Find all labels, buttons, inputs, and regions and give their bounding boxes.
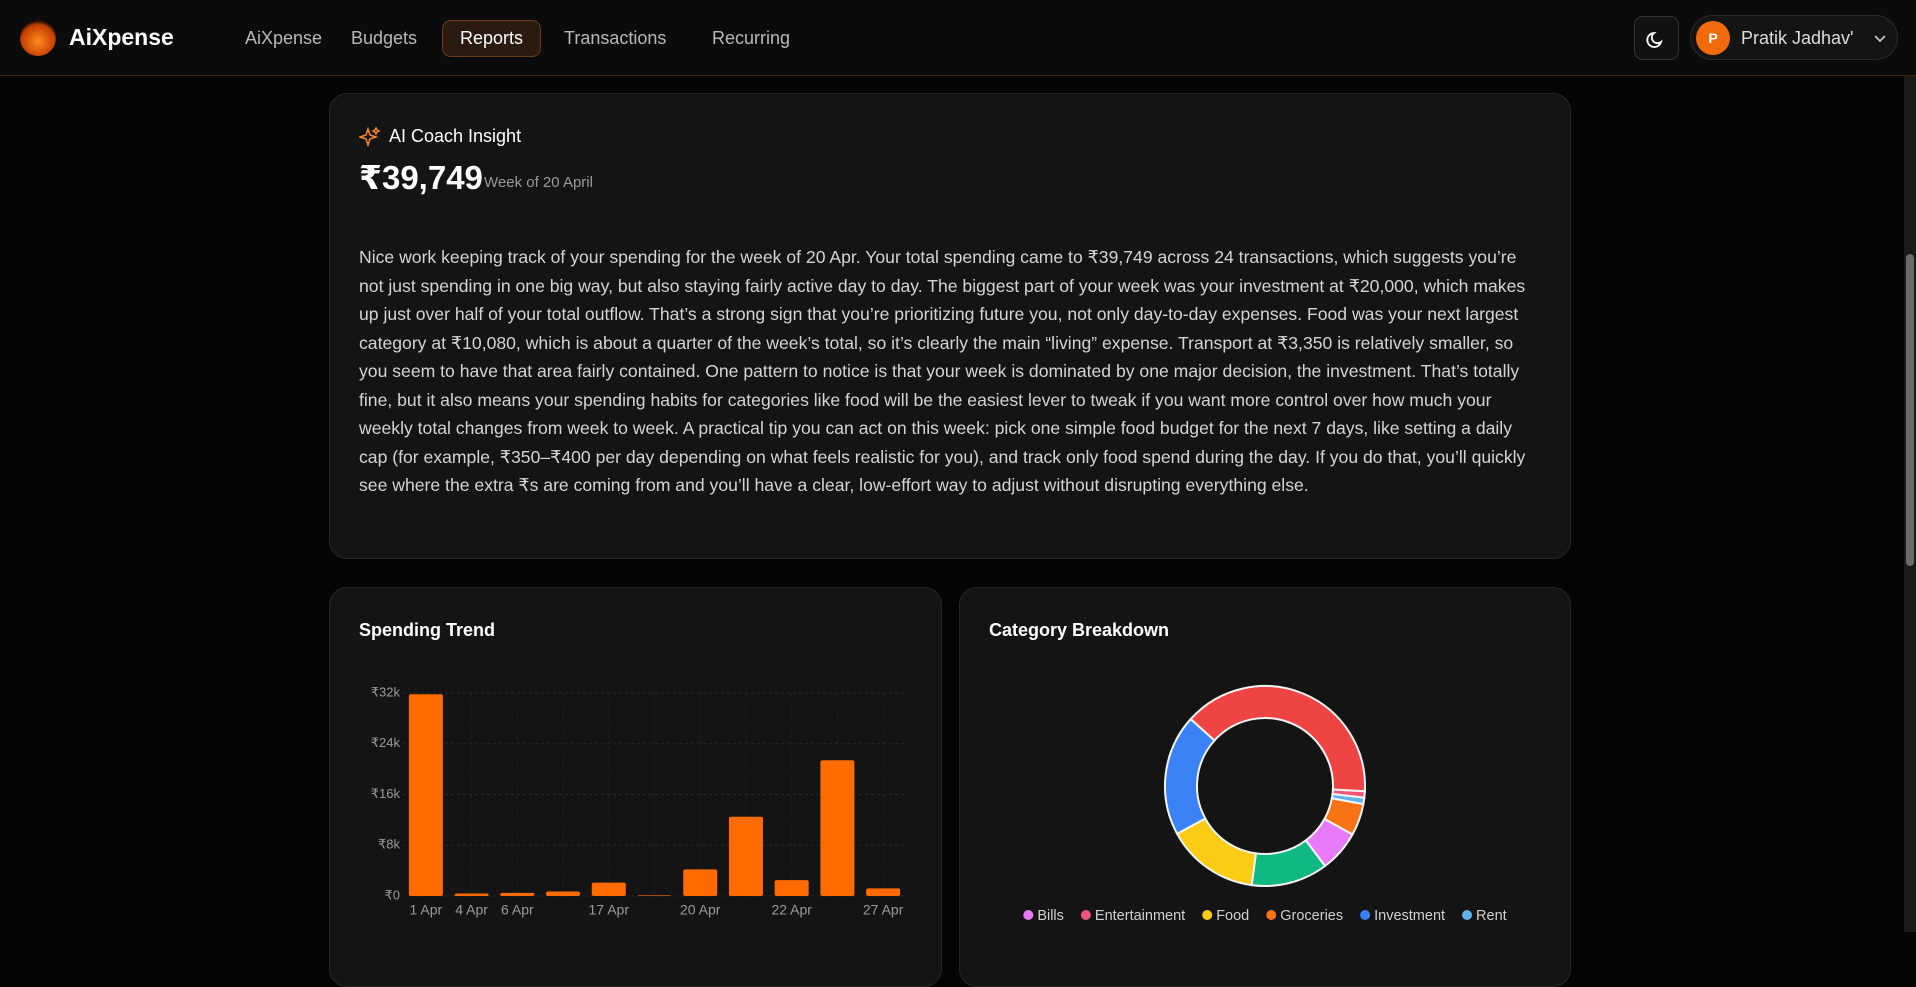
chart-title: Category Breakdown xyxy=(989,620,1170,640)
legend-label: Entertainment xyxy=(1095,908,1185,924)
legend-dot xyxy=(1080,910,1091,920)
charts-layer: ₹0 ₹8k ₹16k ₹24k ₹32k 1 Apr 4 Apr 6 Apr 17 Apr 20… xyxy=(371,684,1507,924)
bar xyxy=(408,694,443,896)
bar xyxy=(774,880,809,896)
chart-card: Category Breakdown xyxy=(959,587,1571,987)
insight-card: AI Coach Insight ₹39,749 Week of 20 Apri… xyxy=(329,93,1571,559)
scroll-thumb[interactable] xyxy=(1906,254,1914,566)
legend-label: Investment xyxy=(1374,908,1445,924)
bar xyxy=(866,888,901,896)
nav-item[interactable]: Transactions xyxy=(564,28,667,48)
legend-label: Groceries xyxy=(1280,908,1343,924)
bar xyxy=(546,891,581,896)
x-tick-label: 22 Apr xyxy=(771,902,812,918)
x-tick-label: 6 Apr xyxy=(501,902,534,918)
avatar: P xyxy=(1696,21,1730,55)
bar xyxy=(454,893,489,896)
legend-dot xyxy=(1266,910,1277,920)
moon-icon xyxy=(1646,31,1663,48)
legend-dot xyxy=(1360,910,1371,920)
brand[interactable]: AiXpense xyxy=(69,24,174,50)
chevron xyxy=(1874,35,1886,43)
x-tick-label: 4 Apr xyxy=(455,902,488,918)
y-tick-label: ₹16k xyxy=(371,786,401,801)
x-tick-label: 17 Apr xyxy=(589,902,630,918)
donut-slice xyxy=(1175,817,1258,887)
x-tick-label: 27 Apr xyxy=(863,902,904,918)
chart-title: Spending Trend xyxy=(359,620,496,640)
legend: Bills Entertainment Food Groceries Investmen… xyxy=(1023,908,1507,924)
bar xyxy=(637,895,672,896)
legend-dot xyxy=(1202,910,1213,920)
x-tick-label: 20 Apr xyxy=(680,902,721,918)
bar xyxy=(728,816,763,896)
bar xyxy=(820,760,855,896)
insight-period: Week of 20 April xyxy=(484,174,593,191)
y-tick-label: ₹8k xyxy=(378,837,401,852)
bar xyxy=(683,869,718,896)
nav-item[interactable]: Budgets xyxy=(351,28,418,48)
insight-title: AI Coach Insight xyxy=(389,126,522,146)
legend-label: Food xyxy=(1216,908,1249,924)
y-tick-label: ₹24k xyxy=(371,735,401,750)
sparkle-icon xyxy=(359,126,381,148)
donut-slice xyxy=(1189,685,1366,793)
legend-dot xyxy=(1023,910,1034,920)
navbar: AiXpense AiXpense Budgets Reports Transacti… xyxy=(0,0,1916,76)
nav-item[interactable]: Recurring xyxy=(712,28,791,48)
bar xyxy=(500,892,535,896)
x-tick-label: 1 Apr xyxy=(410,902,443,918)
user-menu[interactable]: P Pratik Jadhav' xyxy=(1690,15,1898,60)
user-name: Pratik Jadhav' xyxy=(1741,28,1854,48)
logo[interactable] xyxy=(20,20,56,56)
legend-label: Bills xyxy=(1037,908,1064,924)
legend-label: Rent xyxy=(1476,908,1507,924)
nav-item[interactable]: Reports xyxy=(442,20,542,57)
y-tick-label: ₹32k xyxy=(371,684,401,699)
insight-text: Nice work keeping track of your spending… xyxy=(359,247,1526,495)
theme-toggle[interactable] xyxy=(1634,16,1679,60)
donut-slice xyxy=(1164,717,1216,836)
legend-dot xyxy=(1462,910,1473,920)
scrollbar xyxy=(1904,76,1916,932)
bar xyxy=(591,882,626,896)
insight-amount: ₹39,749 xyxy=(359,159,483,196)
y-tick-label: ₹0 xyxy=(384,887,400,902)
nav-item[interactable]: AiXpense xyxy=(245,28,323,48)
